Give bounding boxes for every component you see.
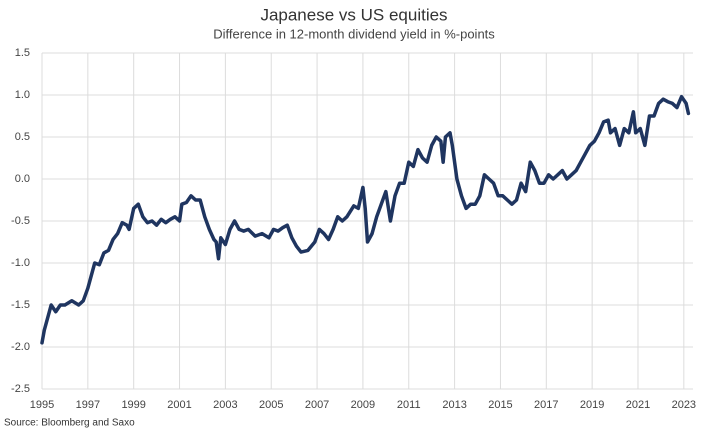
- x-tick-label: 2003: [213, 399, 237, 411]
- x-tick-label: 2017: [534, 399, 558, 411]
- x-tick-label: 2001: [167, 399, 191, 411]
- y-tick-label: 0.5: [15, 131, 30, 143]
- y-tick-label: -1.5: [11, 299, 30, 311]
- chart-subtitle: Difference in 12-month dividend yield in…: [213, 26, 495, 41]
- source-note: Source: Bloomberg and Saxo: [4, 418, 135, 429]
- y-tick-label: -2.0: [11, 341, 30, 353]
- chart-title: Japanese vs US equities: [260, 5, 447, 24]
- x-tick-label: 2019: [580, 399, 604, 411]
- x-tick-label: 2011: [397, 399, 421, 411]
- y-tick-label: 1.5: [15, 47, 30, 59]
- data-line: [40, 94, 691, 345]
- x-tick-label: 2013: [442, 399, 466, 411]
- x-tick-label: 2009: [351, 399, 375, 411]
- x-tick-label: 1999: [121, 399, 145, 411]
- x-tick-label: 1995: [30, 399, 54, 411]
- x-tick-label: 2005: [259, 399, 283, 411]
- x-tick-label: 2023: [672, 399, 696, 411]
- x-tick-label: 2007: [305, 399, 329, 411]
- y-tick-label: 1.0: [15, 89, 30, 101]
- x-tick-label: 2015: [488, 399, 512, 411]
- x-tick-label: 2021: [626, 399, 650, 411]
- y-tick-label: -1.0: [11, 257, 30, 269]
- x-tick-label: 1997: [76, 399, 100, 411]
- y-tick-label: -2.5: [11, 383, 30, 395]
- y-tick-label: 0.0: [15, 173, 30, 185]
- y-tick-label: -0.5: [11, 215, 30, 227]
